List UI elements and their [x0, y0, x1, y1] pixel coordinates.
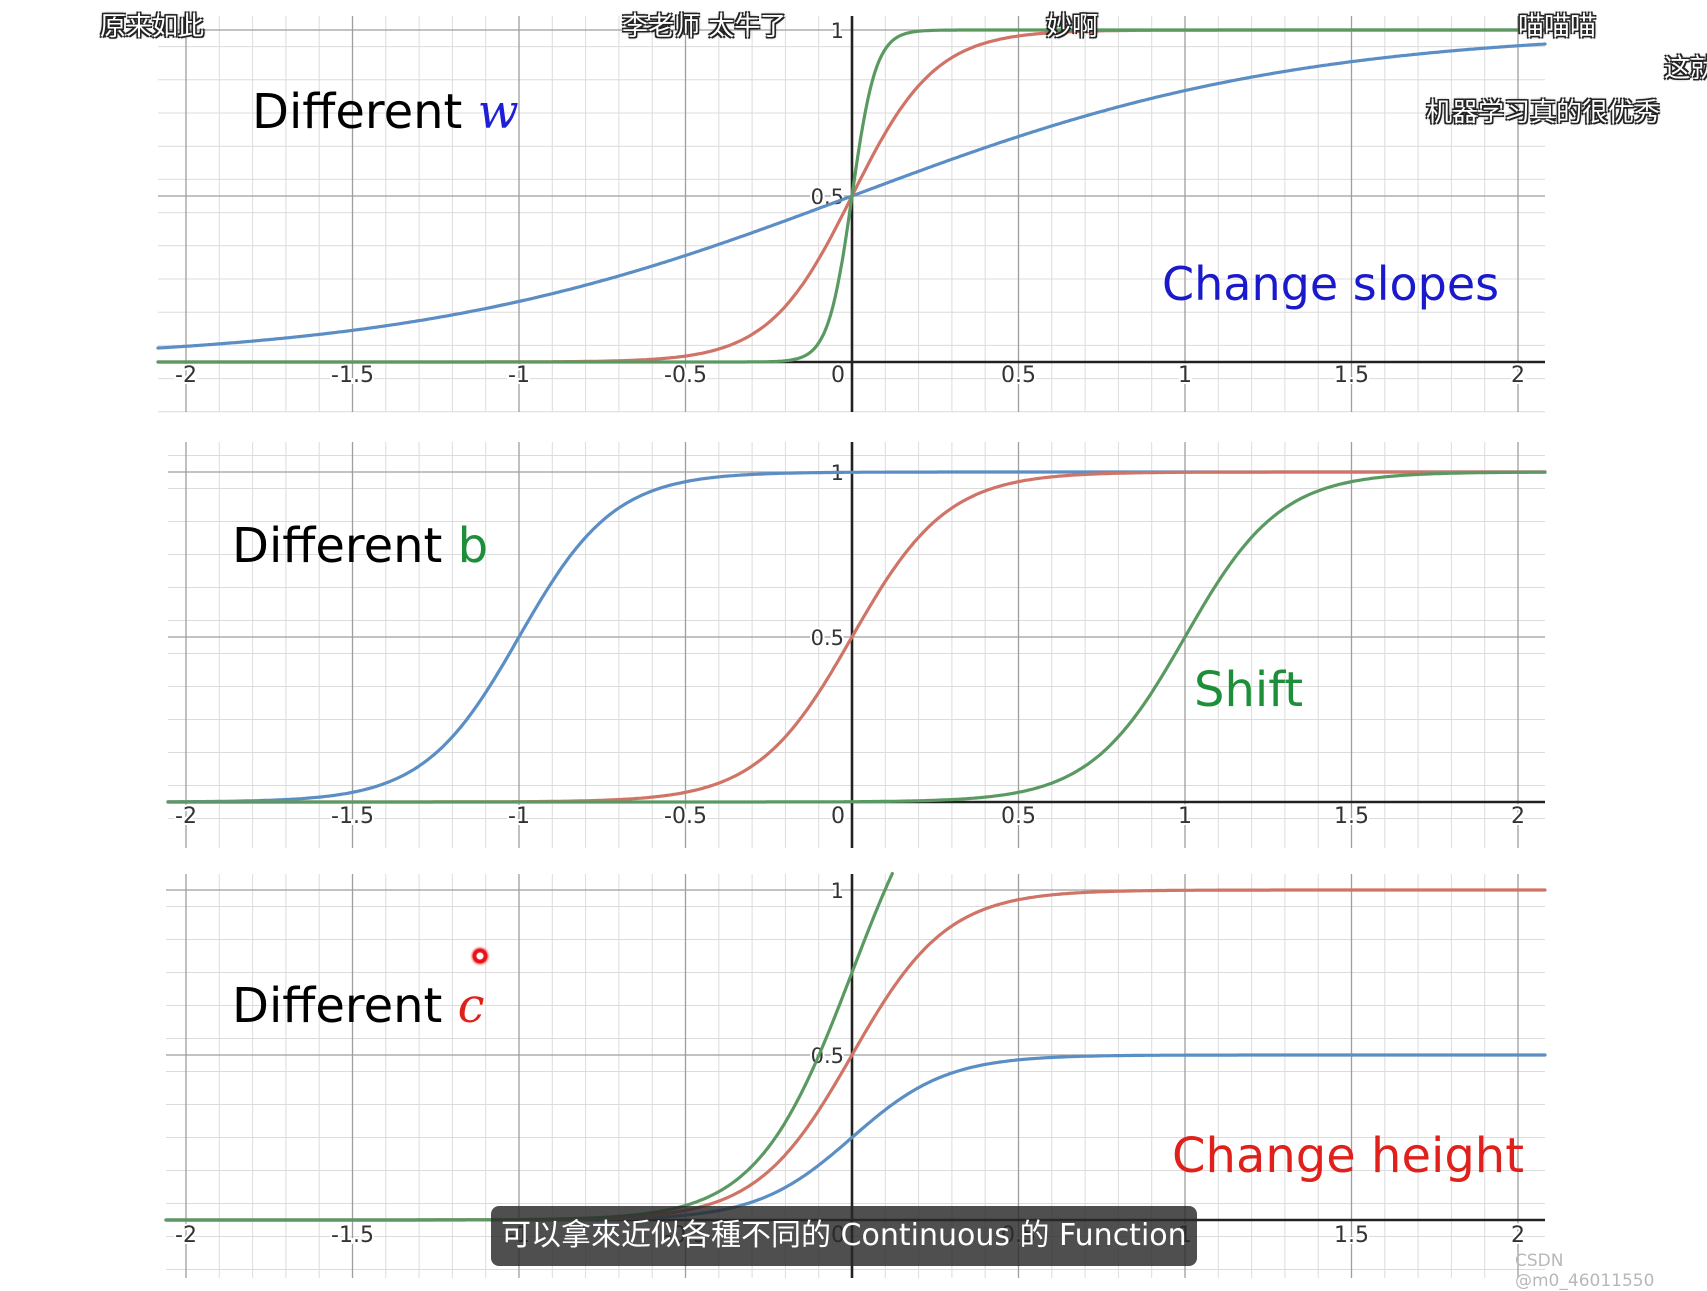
x-tick-label: -2	[175, 804, 197, 829]
series-line	[166, 470, 1547, 804]
chart-title: Different c	[232, 978, 485, 1034]
y-tick-label: 1	[831, 879, 844, 903]
chart-title: Different b	[232, 518, 488, 574]
x-tick-label: -0.5	[664, 363, 707, 388]
danmaku-comment: 机器学习真的很优秀	[1426, 98, 1661, 128]
chart-panel-different-w: -2 -1.5 -1 -0.5 0 0.5 1 1.5 2 0.5 1 Different w Chan…	[156, 16, 1547, 413]
y-tick-label: 1	[831, 19, 844, 43]
x-tick-label: 1	[1178, 804, 1192, 829]
x-tick-label: -2	[175, 363, 197, 388]
chart-title-variable: w	[478, 84, 519, 140]
watermark: CSDN @m0_46011550	[1515, 1251, 1655, 1291]
chart-title-text: Different	[232, 978, 458, 1034]
y-tick-label: 0.5	[811, 626, 844, 650]
x-tick-label: 1	[1178, 363, 1192, 388]
x-tick-label: 2	[1511, 804, 1525, 829]
chart-title: Different w	[252, 84, 519, 140]
x-tick-label: -2	[175, 1223, 197, 1248]
x-tick-label: 2	[1511, 363, 1525, 388]
x-tick-label: 2	[1511, 1223, 1525, 1248]
series-line	[164, 872, 894, 1222]
x-tick-label: -1	[508, 804, 530, 829]
x-tick-label: 0	[831, 804, 845, 829]
danmaku-comment: 这就	[1664, 54, 1707, 84]
chart-title-variable: b	[458, 518, 488, 574]
chart-title-text: Different	[252, 84, 478, 140]
x-tick-label: -1.5	[331, 363, 374, 388]
chart-annotation: Change height	[1172, 1128, 1524, 1184]
chart-annotation: Change slopes	[1162, 257, 1499, 311]
x-tick-label: -1	[508, 363, 530, 388]
x-tick-label: 1.5	[1334, 363, 1369, 388]
x-tick-label: 0	[831, 363, 845, 388]
laser-pointer-icon	[470, 946, 490, 966]
x-tick-label: 1.5	[1334, 1223, 1369, 1248]
video-subtitle: 可以拿來近似各種不同的 Continuous 的 Function	[491, 1206, 1197, 1266]
y-tick-label: 0.5	[811, 185, 844, 209]
danmaku-comment: 喵喵喵	[1518, 12, 1597, 42]
chart-annotation: Shift	[1194, 662, 1303, 718]
series-line	[156, 28, 1547, 364]
x-tick-label: 0.5	[1001, 804, 1036, 829]
x-tick-label: -1.5	[331, 1223, 374, 1248]
danmaku-comment: 妙啊	[1046, 12, 1099, 42]
danmaku-comment: 李老师 太牛了	[622, 12, 787, 42]
x-tick-label: -1.5	[331, 804, 374, 829]
chart-title-variable: c	[458, 978, 485, 1034]
x-tick-label: 1.5	[1334, 804, 1369, 829]
danmaku-comment: 原来如此	[100, 12, 205, 42]
x-tick-label: -0.5	[664, 804, 707, 829]
minor-grid	[168, 442, 1545, 848]
x-tick-label: 0.5	[1001, 363, 1036, 388]
chart-title-text: Different	[232, 518, 458, 574]
